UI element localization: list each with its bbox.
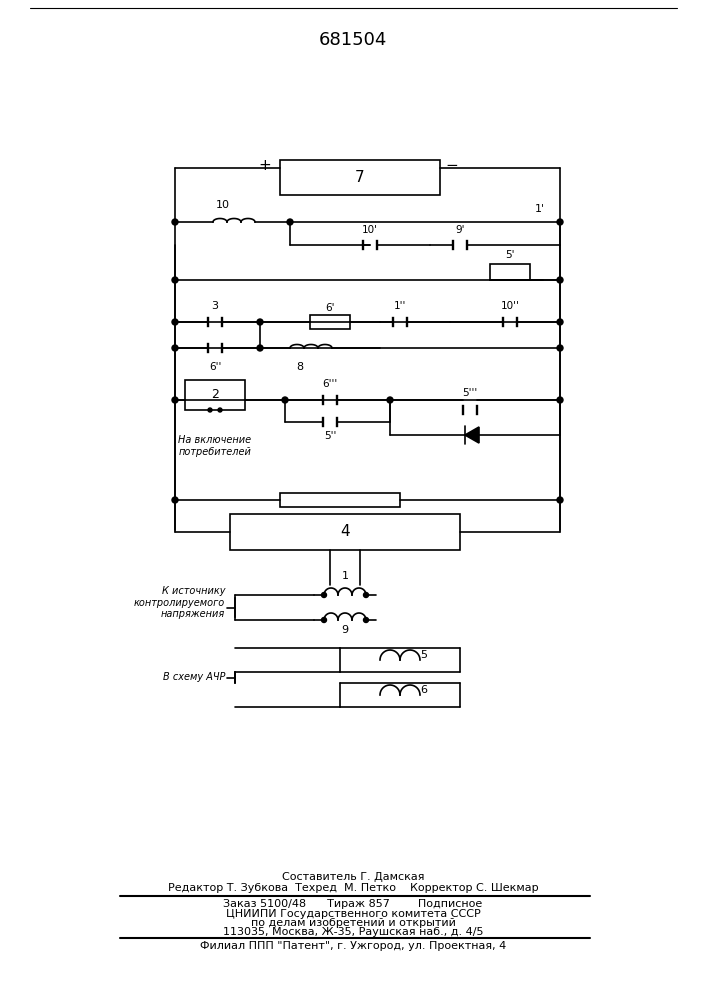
Circle shape <box>387 397 393 403</box>
Text: 10'': 10'' <box>501 301 520 311</box>
Text: 1'': 1'' <box>394 301 407 311</box>
Text: 6'': 6'' <box>209 362 221 372</box>
Text: 5'': 5'' <box>324 431 337 441</box>
Text: 3: 3 <box>211 301 218 311</box>
Circle shape <box>557 497 563 503</box>
Circle shape <box>282 397 288 403</box>
Bar <box>280 160 440 195</box>
Text: 5: 5 <box>420 650 427 660</box>
Text: Заказ 5100/48      Тираж 857        Подписное: Заказ 5100/48 Тираж 857 Подписное <box>223 899 483 909</box>
Text: 8: 8 <box>296 362 303 372</box>
Circle shape <box>172 497 178 503</box>
Circle shape <box>363 617 368 622</box>
Circle shape <box>257 319 263 325</box>
Circle shape <box>172 319 178 325</box>
Circle shape <box>257 345 263 351</box>
Bar <box>490 264 530 280</box>
Text: 10': 10' <box>362 225 378 235</box>
Text: К источнику
контролируемого
напряжения: К источнику контролируемого напряжения <box>134 586 225 619</box>
Bar <box>185 380 245 410</box>
Circle shape <box>363 592 368 597</box>
Circle shape <box>557 219 563 225</box>
Text: 1: 1 <box>341 571 349 581</box>
Text: 681504: 681504 <box>319 31 387 49</box>
Text: 2: 2 <box>211 388 219 401</box>
Text: 5''': 5''' <box>462 388 478 398</box>
Circle shape <box>322 617 327 622</box>
Bar <box>280 493 400 507</box>
Polygon shape <box>465 427 479 443</box>
Circle shape <box>172 397 178 403</box>
Text: Составитель Г. Дамская: Составитель Г. Дамская <box>282 872 424 882</box>
Circle shape <box>218 408 222 412</box>
Circle shape <box>208 408 212 412</box>
Text: 5': 5' <box>506 250 515 260</box>
Text: 113035, Москва, Ж-35, Раушская наб., д. 4/5: 113035, Москва, Ж-35, Раушская наб., д. … <box>223 927 484 937</box>
Circle shape <box>287 219 293 225</box>
Text: 1': 1' <box>535 204 545 214</box>
Text: по делам изобретений и открытий: по делам изобретений и открытий <box>250 918 455 928</box>
Text: 6''': 6''' <box>322 379 338 389</box>
Text: 10: 10 <box>216 200 230 210</box>
Text: ЦНИИПИ Государственного комитета СССР: ЦНИИПИ Государственного комитета СССР <box>226 909 480 919</box>
Text: Редактор Т. Зубкова  Техред  М. Петко    Корректор С. Шекмар: Редактор Т. Зубкова Техред М. Петко Корр… <box>168 883 538 893</box>
Circle shape <box>557 277 563 283</box>
Circle shape <box>322 592 327 597</box>
Bar <box>230 514 460 550</box>
Circle shape <box>172 345 178 351</box>
Text: Филиал ППП "Патент", г. Ужгород, ул. Проектная, 4: Филиал ППП "Патент", г. Ужгород, ул. Про… <box>200 941 506 951</box>
Circle shape <box>557 319 563 325</box>
Text: 9: 9 <box>341 625 349 635</box>
Bar <box>310 315 350 329</box>
Circle shape <box>172 219 178 225</box>
Text: 4: 4 <box>340 524 350 540</box>
Text: 9': 9' <box>455 225 464 235</box>
Circle shape <box>557 397 563 403</box>
Text: На включение
потребителей: На включение потребителей <box>178 435 252 457</box>
Text: +: + <box>259 157 271 172</box>
Text: 6': 6' <box>325 303 334 313</box>
Text: 7: 7 <box>355 170 365 185</box>
Text: В схему АЧР: В схему АЧР <box>163 672 225 682</box>
Text: −: − <box>445 157 458 172</box>
Circle shape <box>557 345 563 351</box>
Text: 6: 6 <box>420 685 427 695</box>
Circle shape <box>172 277 178 283</box>
